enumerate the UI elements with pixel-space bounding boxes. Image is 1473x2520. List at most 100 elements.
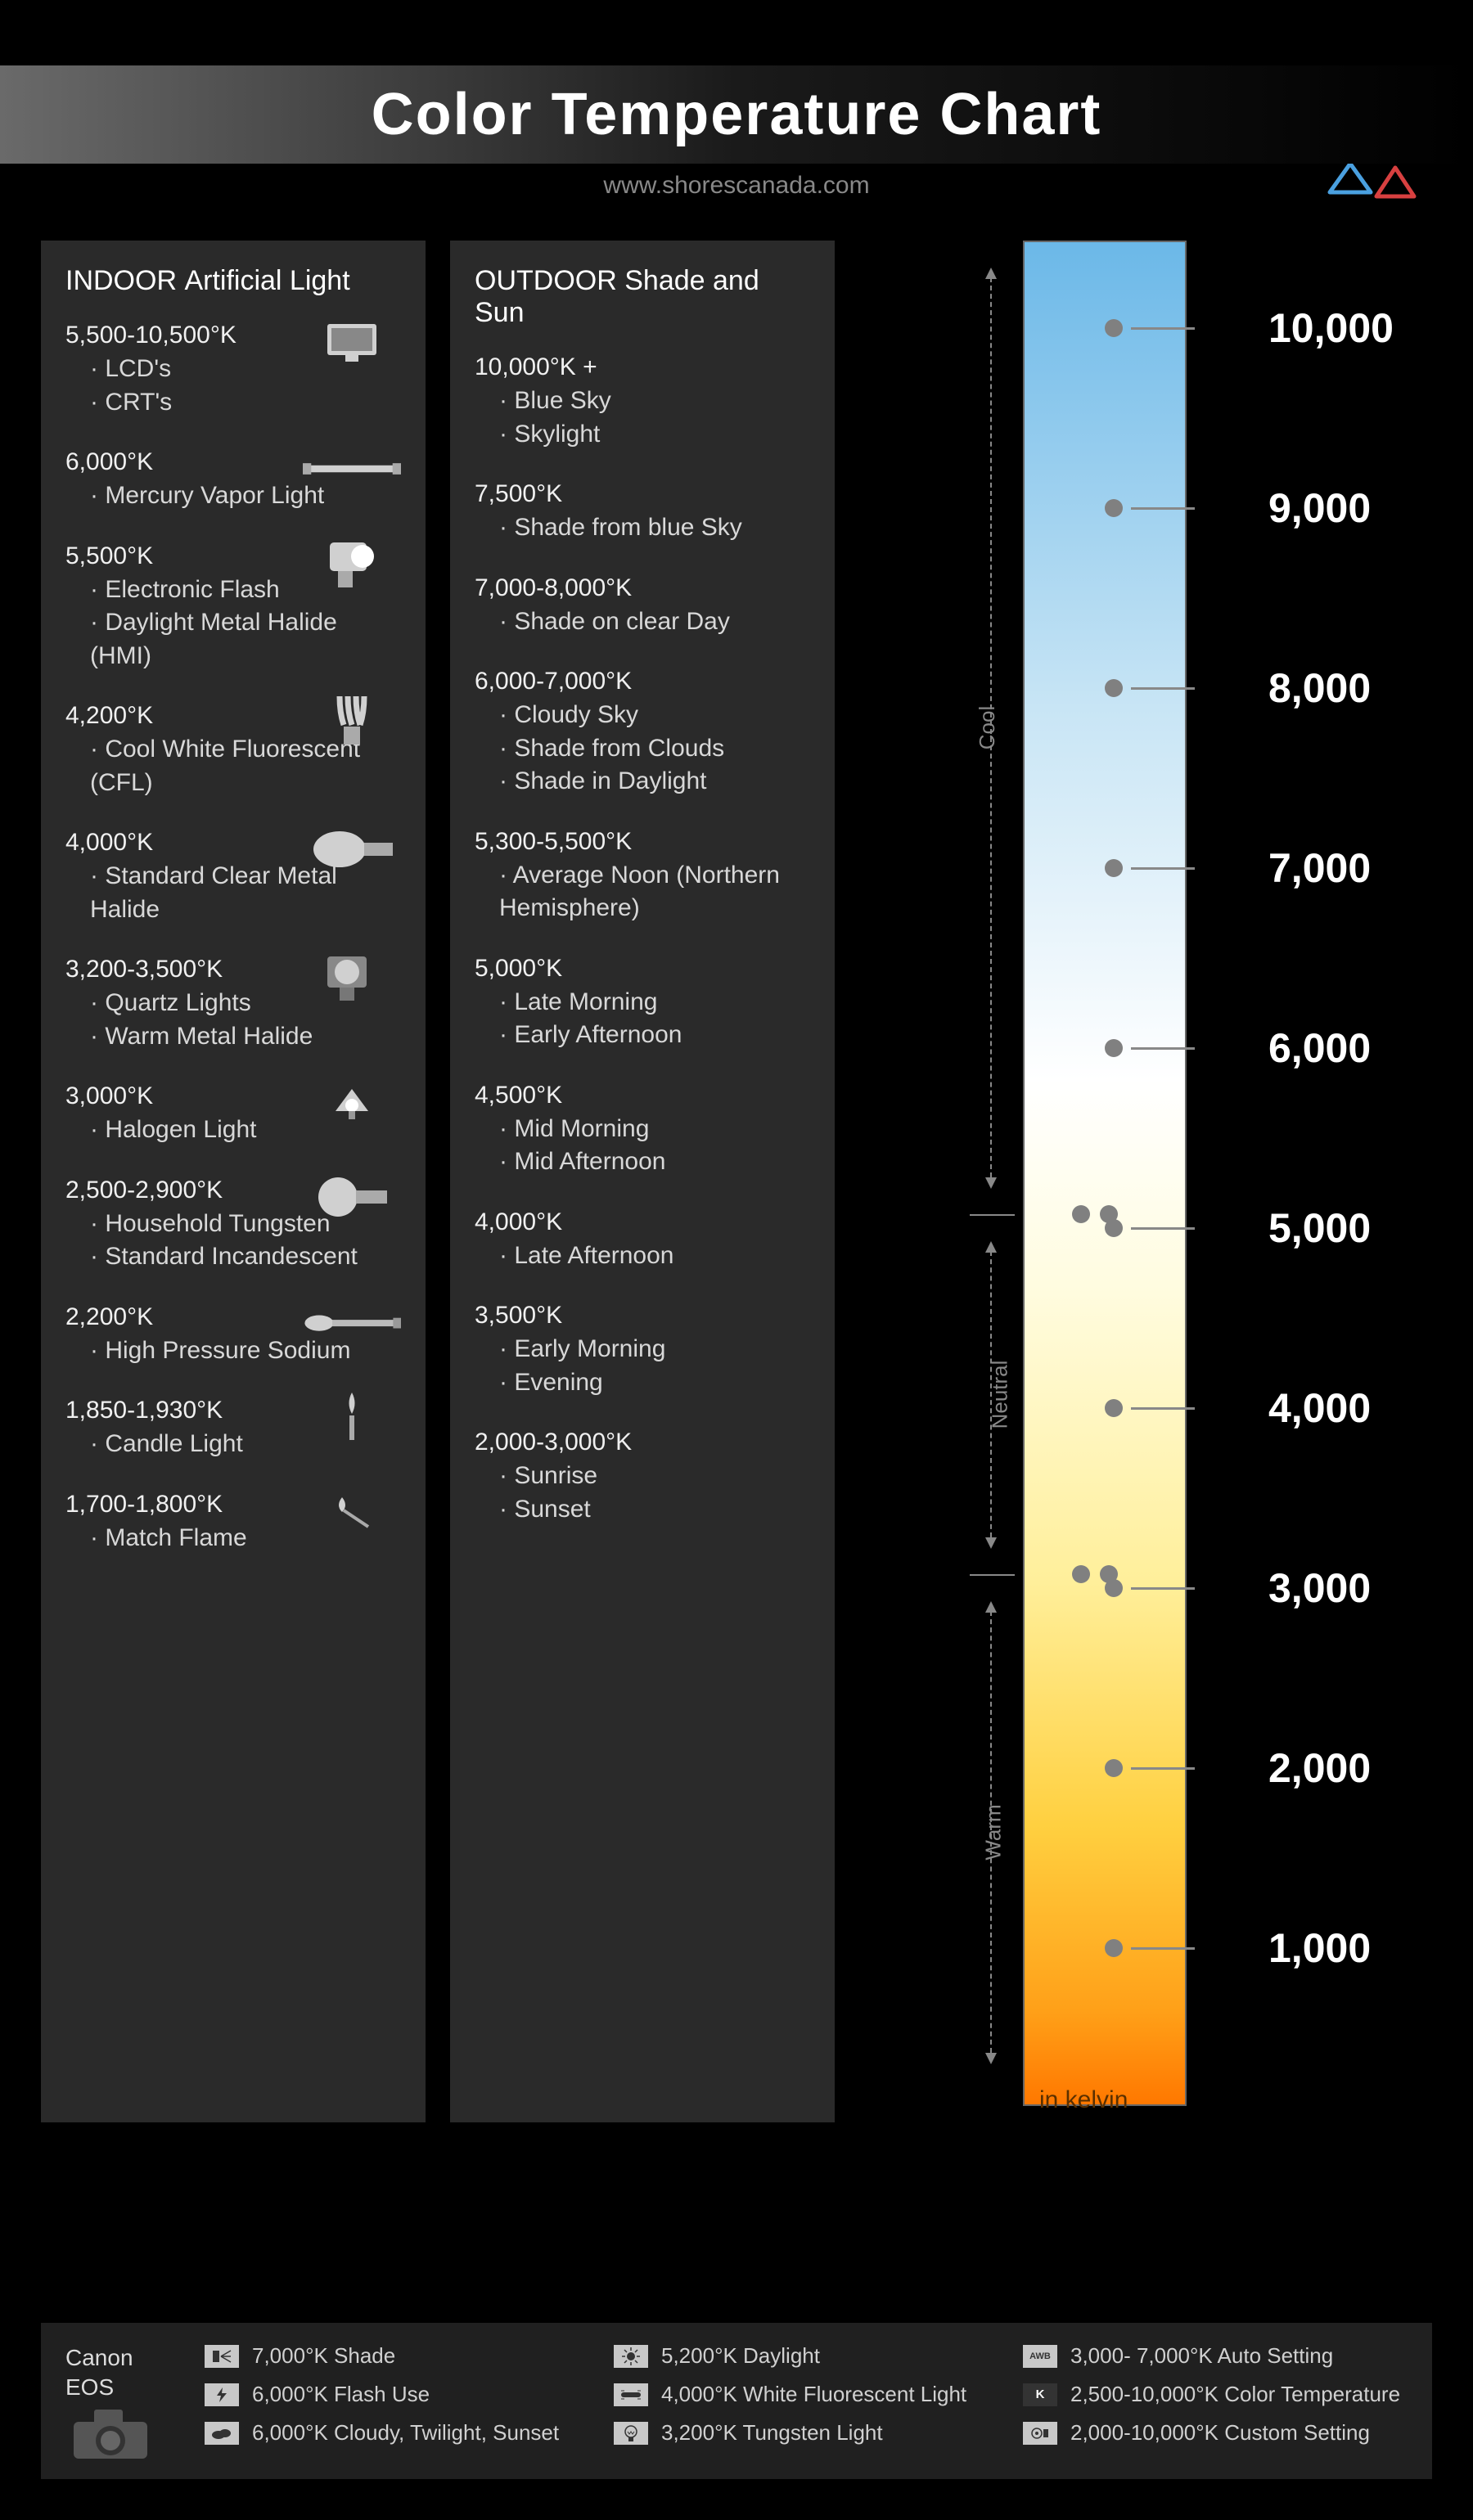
axis-line: [990, 1251, 992, 1537]
entry: 2,200°KHigh Pressure Sodium: [65, 1303, 401, 1368]
indoor-heading: INDOOR Artificial Light: [65, 265, 401, 297]
content-area: INDOOR Artificial Light 5,500-10,500°KLC…: [41, 241, 1432, 2122]
scale-tick: 2,000: [1105, 1744, 1432, 1792]
footer-setting: 6,000°K Flash Use: [205, 2382, 589, 2407]
entry: 2,000-3,000°KSunriseSunset: [475, 1429, 810, 1526]
entry-item: Warm Metal Halide: [90, 1020, 401, 1054]
entry: 1,700-1,800°KMatch Flame: [65, 1491, 401, 1555]
entry-item: Sunrise: [499, 1460, 810, 1493]
cloudy-icon: [205, 2422, 239, 2445]
arrow-down-icon: [985, 1177, 997, 1189]
tick-dot-icon: [1105, 319, 1123, 337]
tick-value: 9,000: [1268, 484, 1432, 532]
sun-icon: [614, 2345, 648, 2368]
entry-items: Average Noon (Northern Hemisphere): [499, 859, 810, 925]
arrow-down-icon: [985, 1537, 997, 1549]
entry-items: Late Afternoon: [499, 1240, 810, 1273]
double-dot-icon: [1072, 1205, 1118, 1223]
arrow-down-icon: [985, 2053, 997, 2064]
entry-item: Mid Afternoon: [499, 1145, 810, 1179]
entry-temp: 4,500°K: [475, 1082, 810, 1109]
tick-line: [1131, 687, 1195, 690]
scale-tick: 3,000: [1105, 1564, 1432, 1612]
axis-line: [990, 277, 992, 1177]
custom-icon: [1023, 2422, 1057, 2445]
double-dot-icon: [1072, 1565, 1118, 1583]
footer-column: AWB3,000- 7,000°K Auto SettingK2,500-10,…: [1023, 2343, 1408, 2459]
entry: 6,000-7,000°K Cloudy SkyShade from Clouds…: [475, 668, 810, 799]
candle-icon: [303, 1388, 401, 1446]
tick-line: [1131, 867, 1195, 870]
entry-item: Average Noon (Northern Hemisphere): [499, 859, 810, 925]
footer-setting-text: 5,200°K Daylight: [661, 2343, 820, 2369]
entry-items: Blue SkySkylight: [499, 385, 810, 451]
entry: 5,500°KElectronic FlashDaylight Metal Ha…: [65, 542, 401, 673]
footer-setting-text: 6,000°K Cloudy, Twilight, Sunset: [252, 2420, 559, 2446]
tick-dot-icon: [1105, 1399, 1123, 1417]
camera-brand: Canon EOS: [65, 2343, 172, 2403]
footer-column: 7,000°K Shade 6,000°K Flash Use 6,000°K Cl…: [205, 2343, 589, 2459]
hid-icon: [303, 821, 401, 878]
tick-value: 2,000: [1268, 1744, 1432, 1792]
entry-item: Daylight Metal Halide (HMI): [90, 606, 401, 673]
flash-head-icon: [303, 534, 401, 592]
scale-area: in kelvin 10,000 9,000 8,000 7,000 6,000…: [859, 241, 1432, 2122]
entry: 1,850-1,930°KCandle Light: [65, 1397, 401, 1461]
entry: 5,000°KLate MorningEarly Afternoon: [475, 955, 810, 1052]
entry-item: Cloudy Sky: [499, 699, 810, 732]
footer-setting: AWB3,000- 7,000°K Auto Setting: [1023, 2343, 1408, 2369]
tick-value: 1,000: [1268, 1924, 1432, 1972]
entry: 5,500-10,500°KLCD'sCRT's: [65, 322, 401, 419]
divider-tick: [970, 1574, 1015, 1576]
unit-label: in kelvin: [1039, 2086, 1128, 2114]
scale-tick: 8,000: [1105, 664, 1432, 712]
entry-item: Shade from Clouds: [499, 732, 810, 766]
footer-setting: 2,000-10,000°K Custom Setting: [1023, 2420, 1408, 2446]
scale-tick: 10,000: [1105, 304, 1432, 352]
entry-items: Late MorningEarly Afternoon: [499, 986, 810, 1052]
entry: 7,000-8,000°KShade on clear Day: [475, 574, 810, 639]
footer-setting-text: 6,000°K Flash Use: [252, 2382, 430, 2407]
outdoor-column: OUTDOOR Shade and Sun 10,000°K +Blue Sky…: [450, 241, 835, 2122]
scale-tick: 7,000: [1105, 844, 1432, 892]
tick-dot-icon: [1105, 1939, 1123, 1957]
scale-tick: 9,000: [1105, 484, 1432, 532]
entry-items: Mid MorningMid Afternoon: [499, 1113, 810, 1179]
entry-items: Cloudy SkyShade from CloudsShade in Dayl…: [499, 699, 810, 799]
footer-setting: 5,200°K Daylight: [614, 2343, 998, 2369]
footer-setting-text: 2,500-10,000°K Color Temperature: [1070, 2382, 1400, 2407]
divider-tick: [970, 1214, 1015, 1216]
tick-line: [1131, 1407, 1195, 1410]
entry-items: Shade from blue Sky: [499, 511, 810, 545]
footer-column: 5,200°K Daylight4,000°K White Fluorescen…: [614, 2343, 998, 2459]
tick-value: 10,000: [1268, 304, 1432, 352]
tick-line: [1131, 1767, 1195, 1770]
entry-temp: 7,500°K: [475, 480, 810, 508]
entry-item: Mid Morning: [499, 1113, 810, 1146]
tick-value: 6,000: [1268, 1024, 1432, 1072]
tick-value: 8,000: [1268, 664, 1432, 712]
fluoro-icon: [614, 2383, 648, 2406]
entry: 4,000°KStandard Clear Metal Halide: [65, 829, 401, 926]
indoor-column: INDOOR Artificial Light 5,500-10,500°KLC…: [41, 241, 426, 2122]
tick-dot-icon: [1105, 1039, 1123, 1057]
entry-item: Shade on clear Day: [499, 605, 810, 639]
tick-dot-icon: [1105, 1759, 1123, 1777]
entry: 4,500°K Mid MorningMid Afternoon: [475, 1082, 810, 1179]
tick-line: [1131, 1047, 1195, 1050]
footer-setting: 3,200°K Tungsten Light: [614, 2420, 998, 2446]
scale-tick: 1,000: [1105, 1924, 1432, 1972]
footer-settings: 7,000°K Shade 6,000°K Flash Use 6,000°K Cl…: [205, 2343, 1408, 2459]
entry-item: Early Morning: [499, 1333, 810, 1366]
footer-setting-text: 7,000°K Shade: [252, 2343, 395, 2369]
entry: 6,000°KMercury Vapor Light: [65, 448, 401, 513]
footer-setting-text: 3,200°K Tungsten Light: [661, 2420, 883, 2446]
tick-dot-icon: [1105, 859, 1123, 877]
entry-item: Standard Incandescent: [90, 1240, 401, 1274]
entry-temp: 6,000-7,000°K: [475, 668, 810, 695]
tick-value: 4,000: [1268, 1384, 1432, 1432]
entry-temp: 4,000°K: [475, 1208, 810, 1236]
entry-temp: 5,300-5,500°K: [475, 828, 810, 856]
entry-temp: 10,000°K +: [475, 353, 810, 381]
axis-line: [990, 1611, 992, 2053]
